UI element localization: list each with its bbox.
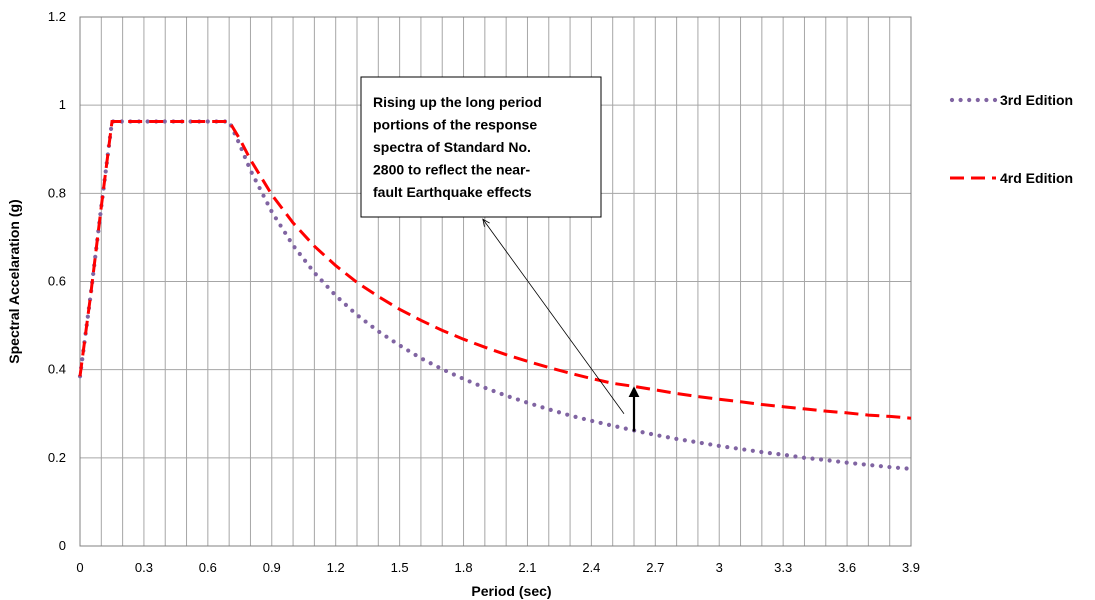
- x-tick-label: 3.9: [902, 560, 920, 575]
- callout-text-line: fault Earthquake effects: [373, 184, 532, 200]
- x-axis-title: Period (sec): [471, 583, 551, 599]
- legend: 3rd Edition 4rd Edition: [949, 92, 1073, 186]
- series-line-3rd-edition: [77, 119, 914, 471]
- x-tick-label: 1.8: [454, 560, 472, 575]
- grid: [80, 17, 911, 546]
- callout-text-line: Rising up the long period: [373, 94, 542, 110]
- plot-area-frame: [79, 16, 912, 547]
- x-tick-label: 3.6: [838, 560, 856, 575]
- y-tick-label: 0.8: [48, 185, 66, 200]
- x-tick-label: 3: [716, 560, 723, 575]
- y-tick-label: 1: [59, 97, 66, 112]
- x-tick-label: 0.3: [135, 560, 153, 575]
- y-tick-label: 0.2: [48, 450, 66, 465]
- tick-labels: 0 0.3 0.6 0.9 1.2 1.5 1.8 2.1 2.4 2.7 3 3.3 3.6 3.9 0 0…: [48, 9, 920, 575]
- callout-text-line: spectra of Standard No.: [373, 139, 531, 155]
- callout-text-line: 2800 to reflect the near-: [373, 162, 531, 178]
- y-tick-label: 0.6: [48, 274, 66, 289]
- y-tick-label: 1.2: [48, 9, 66, 24]
- series-layer: [77, 119, 914, 471]
- x-tick-label: 1.5: [391, 560, 409, 575]
- x-tick-label: 3.3: [774, 560, 792, 575]
- callout-text-line: portions of the response: [373, 117, 537, 133]
- callout-box: [360, 76, 602, 218]
- annotation: Rising up the long period portions of the…: [360, 76, 640, 432]
- x-tick-label: 2.1: [518, 560, 536, 575]
- x-tick-label: 2.7: [646, 560, 664, 575]
- x-tick-label: 0.9: [263, 560, 281, 575]
- y-axis-title: Spectral Accelaration (g): [6, 199, 22, 363]
- x-tick-label: 2.4: [582, 560, 600, 575]
- legend-label-4rd-edition: 4rd Edition: [1000, 170, 1073, 186]
- series-line-4rd-edition: [78, 120, 912, 420]
- x-tick-label: 0: [76, 560, 83, 575]
- legend-label-3rd-edition: 3rd Edition: [1000, 92, 1073, 108]
- y-tick-label: 0: [59, 538, 66, 553]
- annotation-leader-arrow: [483, 219, 625, 414]
- x-tick-label: 1.2: [327, 560, 345, 575]
- y-tick-label: 0.4: [48, 362, 66, 377]
- x-tick-label: 0.6: [199, 560, 217, 575]
